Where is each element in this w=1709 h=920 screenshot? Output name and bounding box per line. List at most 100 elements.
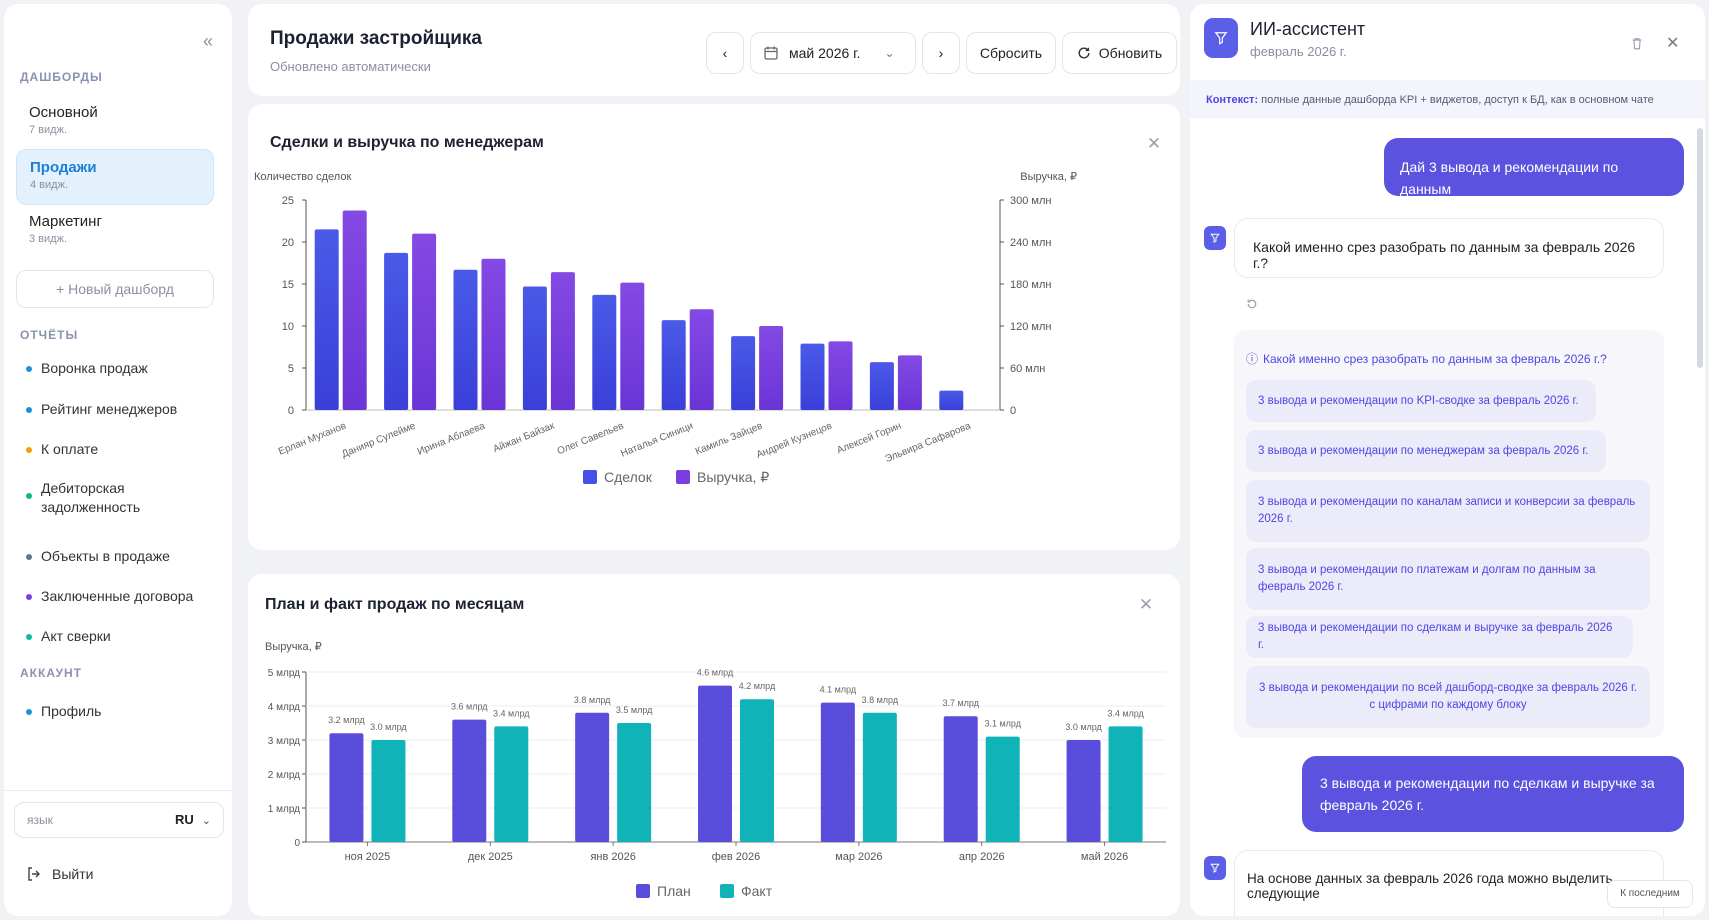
assistant-logo — [1204, 18, 1238, 58]
data-label-plan: 4.6 млрд — [697, 668, 734, 678]
refresh-button[interactable]: Обновить — [1062, 32, 1177, 74]
y-tick-label-right: 180 млн — [1010, 279, 1051, 291]
bar-fact — [862, 712, 897, 842]
dashboard-item-label: Основной — [29, 104, 98, 121]
account-item-profile[interactable]: Профиль — [26, 703, 101, 719]
report-item-reconciliation[interactable]: Акт сверки — [26, 628, 111, 644]
refresh-label: Обновить — [1098, 45, 1163, 61]
report-item-rating[interactable]: Рейтинг менеджеров — [26, 401, 177, 417]
collapse-sidebar-icon[interactable]: « — [202, 31, 213, 51]
x-tick-label: Айжан Байзак — [492, 420, 557, 455]
bar-fact — [985, 736, 1020, 842]
suggestion-chip[interactable]: 3 вывода и рекомендации по сделкам и выр… — [1246, 616, 1633, 658]
report-item-receivables[interactable]: Дебиторская задолженность — [26, 479, 196, 517]
data-label-fact: 3.4 млрд — [1107, 708, 1144, 718]
context-text: полные данные дашборда KPI + виджетов, д… — [1258, 94, 1654, 106]
page-subtitle: Обновлено автоматически — [270, 59, 431, 74]
x-tick-label: май 2026 — [1081, 851, 1128, 863]
suggestion-chip[interactable]: 3 вывода и рекомендации по всей дашборд-… — [1246, 666, 1650, 728]
retry-icon[interactable] — [1246, 298, 1258, 310]
y-tick-label-left: 15 — [282, 279, 294, 291]
page-header: Продажи застройщика Обновлено автоматиче… — [248, 4, 1180, 96]
close-icon[interactable]: ✕ — [1138, 595, 1154, 614]
bar-plan — [698, 685, 732, 842]
bar-revenue — [412, 233, 437, 410]
dashboard-item-count: 7 видж. — [29, 124, 67, 136]
x-tick-label: Наталья Синици — [619, 421, 695, 460]
prev-period-button[interactable]: ‹ — [706, 32, 744, 74]
next-period-button[interactable]: › — [922, 32, 960, 74]
dashboard-item-marketing[interactable]: Маркетинг 3 видж. — [16, 204, 214, 260]
suggestion-chip[interactable]: 3 вывода и рекомендации по каналам запис… — [1246, 480, 1650, 542]
y-tick-label: 3 млрд — [268, 736, 300, 747]
x-tick-label: мар 2026 — [835, 851, 882, 863]
suggestion-chip[interactable]: 3 вывода и рекомендации по платежам и до… — [1246, 548, 1650, 610]
suggestions-panel: ⓘ Какой именно срез разобрать по данным з… — [1234, 330, 1664, 738]
refresh-icon — [1078, 47, 1090, 59]
bar-deals — [384, 252, 409, 410]
user-message: Дай 3 вывода и рекомендации по данным — [1384, 138, 1684, 197]
x-tick-label: фев 2026 — [712, 851, 761, 863]
suggestions-title: ⓘ Какой именно срез разобрать по данным з… — [1246, 350, 1607, 367]
reset-button[interactable]: Сбросить — [966, 32, 1056, 74]
period-select[interactable]: май 2026 г. ⌄ — [750, 32, 916, 74]
bar-plan — [1066, 740, 1101, 842]
trash-icon[interactable] — [1630, 36, 1644, 51]
assistant-message: На основе данных за февраль 2026 года мо… — [1234, 850, 1664, 916]
x-tick-label: дек 2025 — [468, 851, 513, 863]
close-icon[interactable]: ✕ — [1146, 134, 1162, 153]
suggestion-chip[interactable]: 3 вывода и рекомендации по KPI-сводке за… — [1246, 380, 1596, 422]
assistant-message: Какой именно срез разобрать по данным за… — [1234, 218, 1664, 278]
y-tick-label: 5 млрд — [268, 668, 300, 679]
chart-card-plan-fact: План и факт продаж по месяцам ✕ Выручка,… — [248, 574, 1180, 916]
logout-label: Выйти — [52, 866, 94, 882]
logout-icon — [28, 867, 40, 881]
account-section-title: АККАУНТ — [20, 666, 82, 680]
report-label: Дебиторская задолженность — [41, 480, 141, 515]
x-tick-label: Олег Савельев — [556, 421, 626, 458]
report-label: Заключенные договора — [41, 588, 194, 604]
y-tick-label-left: 20 — [282, 237, 294, 249]
data-label-plan: 3.7 млрд — [942, 698, 979, 708]
close-icon[interactable]: ✕ — [1666, 35, 1680, 52]
chat-scrollbar[interactable] — [1697, 128, 1703, 368]
bar-revenue — [342, 210, 367, 410]
bot-avatar — [1204, 856, 1226, 880]
new-dashboard-button[interactable]: + Новый дашборд — [16, 270, 214, 308]
bar-fact — [1108, 726, 1143, 842]
bar-deals — [522, 286, 547, 410]
language-select[interactable]: язык RU ⌄ — [14, 802, 224, 838]
legend-label-deals: Сделок — [604, 469, 653, 485]
y-tick-label-left: 0 — [288, 405, 294, 417]
report-item-contracts[interactable]: Заключенные договора — [26, 588, 193, 604]
y-tick-label: 4 млрд — [268, 702, 300, 713]
report-label: К оплате — [41, 441, 99, 457]
chevron-down-icon: ⌄ — [201, 815, 211, 827]
assistant-title: ИИ-ассистент — [1250, 19, 1366, 39]
data-label-plan: 3.8 млрд — [574, 695, 611, 705]
bar-deals — [453, 269, 478, 410]
report-item-objects[interactable]: Объекты в продаже — [26, 548, 170, 564]
report-item-funnel[interactable]: Воронка продаж — [26, 360, 148, 376]
scroll-to-latest-button[interactable]: К последним — [1607, 880, 1693, 908]
data-label-fact: 3.8 млрд — [862, 695, 899, 705]
reports-section-title: ОТЧЁТЫ — [20, 328, 79, 342]
dashboard-item-label: Маркетинг — [29, 213, 102, 230]
data-label-plan: 3.0 млрд — [1065, 722, 1102, 732]
bar-deals — [314, 229, 339, 410]
language-value: RU — [175, 812, 194, 827]
period-value: май 2026 г. — [789, 45, 861, 61]
status-dot — [26, 366, 32, 372]
logout-button[interactable]: Выйти — [26, 866, 93, 882]
suggestion-chip[interactable]: 3 вывода и рекомендации по менеджерам за… — [1246, 430, 1606, 472]
report-item-to-pay[interactable]: К оплате — [26, 441, 98, 457]
dashboard-item-main[interactable]: Основной 7 видж. — [16, 95, 214, 151]
bar-revenue — [689, 309, 714, 410]
bar-deals — [800, 343, 825, 410]
filter-icon — [1210, 863, 1220, 873]
bar-fact — [494, 726, 529, 842]
ai-assistant-panel: ИИ-ассистент февраль 2026 г. ✕ Контекст:… — [1190, 4, 1705, 916]
dashboard-item-sales[interactable]: Продажи 4 видж. — [16, 149, 214, 205]
bar-revenue — [897, 355, 922, 410]
chart-card-managers: Сделки и выручка по менеджерам ✕ Количес… — [248, 104, 1180, 550]
